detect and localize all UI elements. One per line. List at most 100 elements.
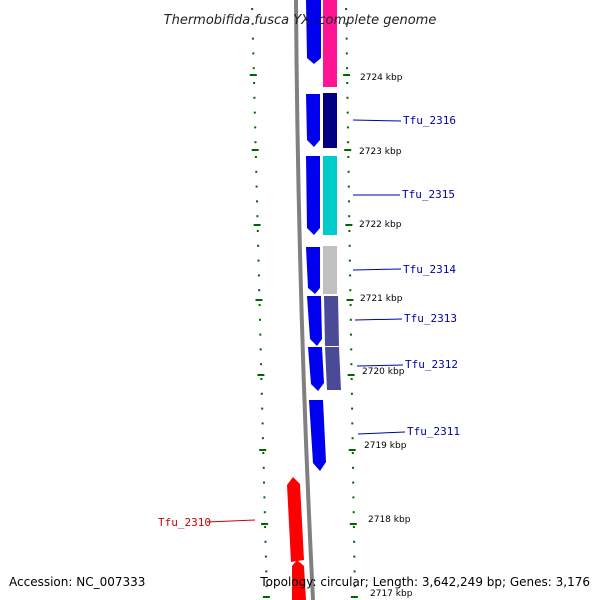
gene-tfu-2316-color-bar: [323, 93, 337, 148]
scale-label: 2721 kbp: [360, 294, 403, 304]
tick-dot: [350, 378, 353, 380]
tick-dot: [256, 200, 258, 203]
tick-major: [257, 374, 265, 376]
tick-dot: [252, 52, 255, 55]
tick-dot: [352, 526, 355, 528]
tick-dot: [350, 363, 353, 366]
tick-dot: [264, 540, 267, 543]
tick-major: [255, 299, 263, 301]
tick-dot: [347, 170, 350, 173]
gene-label-tfu-2312: Tfu_2312: [405, 358, 458, 371]
tick-dot: [348, 200, 350, 203]
gene-label-tfu-2313: Tfu_2313: [404, 312, 457, 325]
tick-dot: [353, 570, 356, 573]
tick-dot: [345, 8, 348, 10]
map-title: Thermobifida fusca YX, complete genome: [164, 13, 437, 28]
tick-dot: [261, 437, 264, 440]
tick-dot: [260, 363, 263, 366]
gene-arrow-tfu-2310: [287, 477, 304, 562]
gene-arrow: [306, 0, 321, 64]
scale-label: 2723 kbp: [359, 147, 402, 157]
gene-arrow: [309, 400, 326, 471]
tick-dot: [345, 37, 348, 40]
gene-top-color-bar: [323, 0, 337, 87]
tick-dot: [253, 111, 256, 114]
tick-dot: [351, 422, 354, 425]
tick-dot: [349, 304, 352, 306]
gene-arrow-partial: [292, 560, 306, 600]
gene-tfu-2312-color-bar: [325, 347, 341, 390]
tick-dot: [257, 259, 260, 262]
tick-dot: [259, 333, 262, 336]
scale-label: 2718 kbp: [368, 515, 411, 525]
tick-dot: [256, 230, 259, 232]
tick-dot: [259, 318, 261, 321]
genome-summary-text: Topology: circular; Length: 3,642,249 bp…: [259, 575, 590, 589]
tick-dot: [351, 452, 354, 454]
scale-label: 2719 kbp: [364, 441, 407, 451]
tick-dot: [264, 526, 267, 528]
scale-label: 2717 kbp: [370, 589, 413, 599]
scale-labels: 2724 kbp 2723 kbp 2722 kbp 2721 kbp 2720…: [359, 73, 413, 599]
gene-arrow: [306, 156, 320, 235]
tick-dot: [349, 318, 352, 321]
tick-dot: [260, 378, 263, 380]
tick-dot: [256, 215, 259, 218]
tick-dot: [345, 22, 348, 25]
gene-tfu-2314-color-bar: [323, 246, 337, 294]
tick-dot: [350, 392, 353, 395]
tick-dot: [254, 141, 257, 144]
tick-dot: [346, 82, 349, 84]
forward-strand-features[interactable]: [306, 0, 326, 471]
tick-dot: [353, 555, 356, 558]
tick-dot: [254, 126, 257, 129]
gene-arrow: [308, 347, 324, 391]
tick-dot: [262, 466, 265, 469]
reverse-strand-features[interactable]: [287, 477, 306, 600]
scale-label: 2724 kbp: [360, 73, 403, 83]
tick-dot: [263, 511, 266, 514]
tick-dot: [351, 407, 354, 410]
tick-dot: [346, 67, 348, 70]
tick-dot: [252, 67, 255, 70]
tick-dot: [255, 185, 258, 188]
tick-major: [262, 596, 270, 598]
tick-dot: [265, 570, 268, 573]
cog-colored-features[interactable]: [323, 0, 341, 390]
scale-label: 2720 kbp: [362, 367, 405, 377]
label-leader-tfu-2310: [206, 519, 256, 523]
gene-label-tfu-2316: Tfu_2316: [403, 114, 456, 127]
tick-dot: [261, 422, 264, 425]
tick-dot: [258, 304, 261, 306]
tick-dot: [265, 585, 268, 588]
tick-dot: [348, 215, 351, 218]
tick-dot: [257, 244, 260, 247]
tick-marks-left: [249, 8, 270, 598]
tick-dot: [348, 244, 351, 247]
tick-dot: [348, 259, 351, 262]
tick-dot: [263, 496, 266, 499]
tick-dot: [353, 540, 356, 543]
tick-dot: [351, 437, 354, 440]
tick-dot: [253, 82, 256, 84]
gene-arrow: [306, 247, 320, 294]
gene-label-tfu-2310: Tfu_2310: [158, 516, 211, 529]
tick-dot: [258, 289, 261, 292]
tick-dot: [346, 96, 349, 99]
tick-dot: [350, 348, 353, 351]
tick-dot: [350, 333, 352, 336]
tick-dot: [347, 141, 350, 144]
tick-dot: [262, 452, 265, 454]
label-leaders-right: [352, 119, 406, 435]
tick-major: [347, 374, 355, 376]
tick-dot: [352, 511, 355, 514]
tick-major: [253, 224, 261, 226]
tick-dot: [257, 274, 260, 277]
tick-dot: [251, 22, 254, 25]
tick-dot: [347, 156, 350, 158]
tick-major: [350, 596, 358, 598]
tick-major: [345, 224, 353, 226]
gene-labels[interactable]: Tfu_2316 Tfu_2315 Tfu_2314 Tfu_2313 Tfu_…: [158, 114, 460, 529]
gene-label-tfu-2315: Tfu_2315: [402, 188, 455, 201]
